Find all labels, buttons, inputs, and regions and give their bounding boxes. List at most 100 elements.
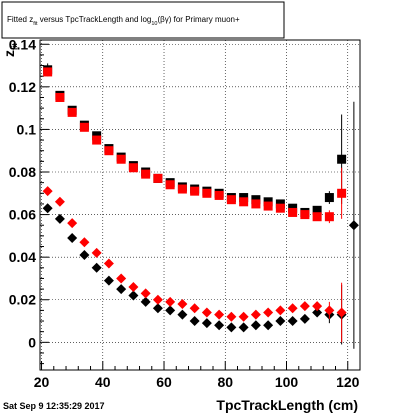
data-point-diamond (177, 299, 188, 309)
data-point-diamond (67, 233, 78, 243)
data-point-square (153, 173, 163, 183)
data-point-diamond (152, 294, 163, 305)
data-point-diamond (238, 322, 249, 333)
data-point-square (202, 188, 212, 198)
data-point-diamond (336, 307, 347, 318)
data-point-square (104, 146, 114, 156)
data-point-square (312, 205, 322, 215)
data-point-diamond (201, 307, 212, 318)
data-point-diamond (128, 290, 139, 301)
y-tick-label: 0.06 (9, 207, 36, 223)
title-box-frame (1, 1, 285, 39)
x-axis-label: TpcTrackLength (cm) (216, 397, 358, 413)
data-point-diamond (79, 237, 90, 248)
y-tick-label: 0.12 (9, 79, 36, 95)
title-box: Fitted zfit versus TpcTrackLength and lo… (1, 1, 285, 39)
title-part-suffix: (βγ) for Primary muon+ (157, 15, 240, 24)
y-tick-label: 0.08 (9, 164, 36, 180)
data-point-diamond (201, 318, 212, 329)
data-point-diamond (263, 320, 274, 331)
data-point-square (165, 180, 175, 190)
data-point-square (116, 154, 126, 164)
datestamp: Sat Sep 9 12:35:29 2017 (3, 401, 105, 411)
data-point-diamond (91, 262, 102, 273)
data-point-diamond (189, 303, 200, 314)
data-point-square (337, 188, 347, 198)
y-tick-label: 0 (28, 334, 36, 350)
plot-frame (39, 39, 361, 371)
data-point-square (251, 199, 261, 209)
title-subscript-10: 10 (151, 21, 157, 27)
data-point-square (214, 190, 224, 200)
data-point-diamond (54, 196, 65, 207)
data-point-diamond (103, 275, 114, 286)
data-point-diamond (42, 186, 53, 197)
data-point-diamond (238, 311, 249, 322)
data-point-diamond (165, 296, 176, 307)
data-point-diamond (299, 313, 310, 324)
data-point-diamond (312, 301, 323, 312)
data-point-diamond (287, 303, 298, 314)
data-point-diamond (226, 322, 237, 333)
y-tick-label: 0.1 (17, 121, 37, 137)
data-point-square (288, 207, 298, 217)
data-point-diamond (152, 303, 163, 314)
data-point-square (324, 212, 334, 222)
data-point-diamond (250, 309, 261, 320)
chart-title: Fitted zfit versus TpcTrackLength and lo… (7, 15, 240, 27)
data-point-square (300, 210, 310, 220)
data-point-diamond (275, 316, 286, 327)
y-tick-label: 0.14 (9, 36, 36, 52)
data-point-square (67, 107, 77, 117)
data-point-square (128, 163, 138, 173)
data-point-square (79, 122, 89, 132)
y-tick-label: 0.04 (9, 249, 36, 265)
data-point-diamond (348, 220, 359, 231)
data-point-square (337, 154, 347, 164)
data-point-square (141, 169, 151, 179)
data-point-diamond (165, 305, 176, 316)
grid (40, 40, 360, 370)
data-point-diamond (263, 307, 274, 318)
data-point-square (92, 135, 102, 145)
data-point-diamond (42, 203, 53, 214)
data-point-square (55, 92, 65, 102)
axis-ticks (40, 43, 361, 370)
x-tick-label: 60 (156, 374, 172, 390)
data-point-square (312, 212, 322, 222)
title-part-middle: versus TpcTrackLength and log (38, 15, 152, 24)
tick-labels: 20 40 60 80 100 120 0 0.02 0.04 0.06 0.08 0.1 0.12 0.… (9, 36, 360, 390)
data-point-diamond (116, 273, 127, 284)
y-tick-label: 0.02 (9, 292, 36, 308)
data-point-diamond (177, 309, 188, 320)
data-point-diamond (226, 311, 237, 322)
data-point-square (190, 186, 200, 196)
data-point-diamond (128, 281, 139, 292)
data-point-diamond (54, 213, 65, 224)
data-point-diamond (116, 284, 127, 295)
data-marks (42, 63, 359, 349)
data-point-diamond (299, 301, 310, 312)
data-point-diamond (312, 307, 323, 318)
series-3 (42, 186, 347, 343)
data-point-diamond (324, 305, 335, 316)
data-point-square (239, 197, 249, 207)
data-point-diamond (250, 320, 261, 331)
data-point-diamond (287, 316, 298, 327)
data-point-diamond (214, 309, 225, 320)
x-tick-label: 120 (336, 374, 360, 390)
data-point-diamond (79, 250, 90, 261)
data-point-diamond (140, 296, 151, 307)
data-point-diamond (189, 316, 200, 327)
data-point-square (43, 67, 53, 77)
data-point-diamond (214, 320, 225, 331)
data-point-square (177, 184, 187, 194)
data-point-diamond (103, 258, 114, 269)
x-tick-label: 20 (34, 374, 50, 390)
title-subscript-fit: fit (33, 21, 38, 27)
data-point-diamond (140, 288, 151, 299)
data-point-diamond (275, 305, 286, 316)
x-tick-label: 100 (275, 374, 299, 390)
